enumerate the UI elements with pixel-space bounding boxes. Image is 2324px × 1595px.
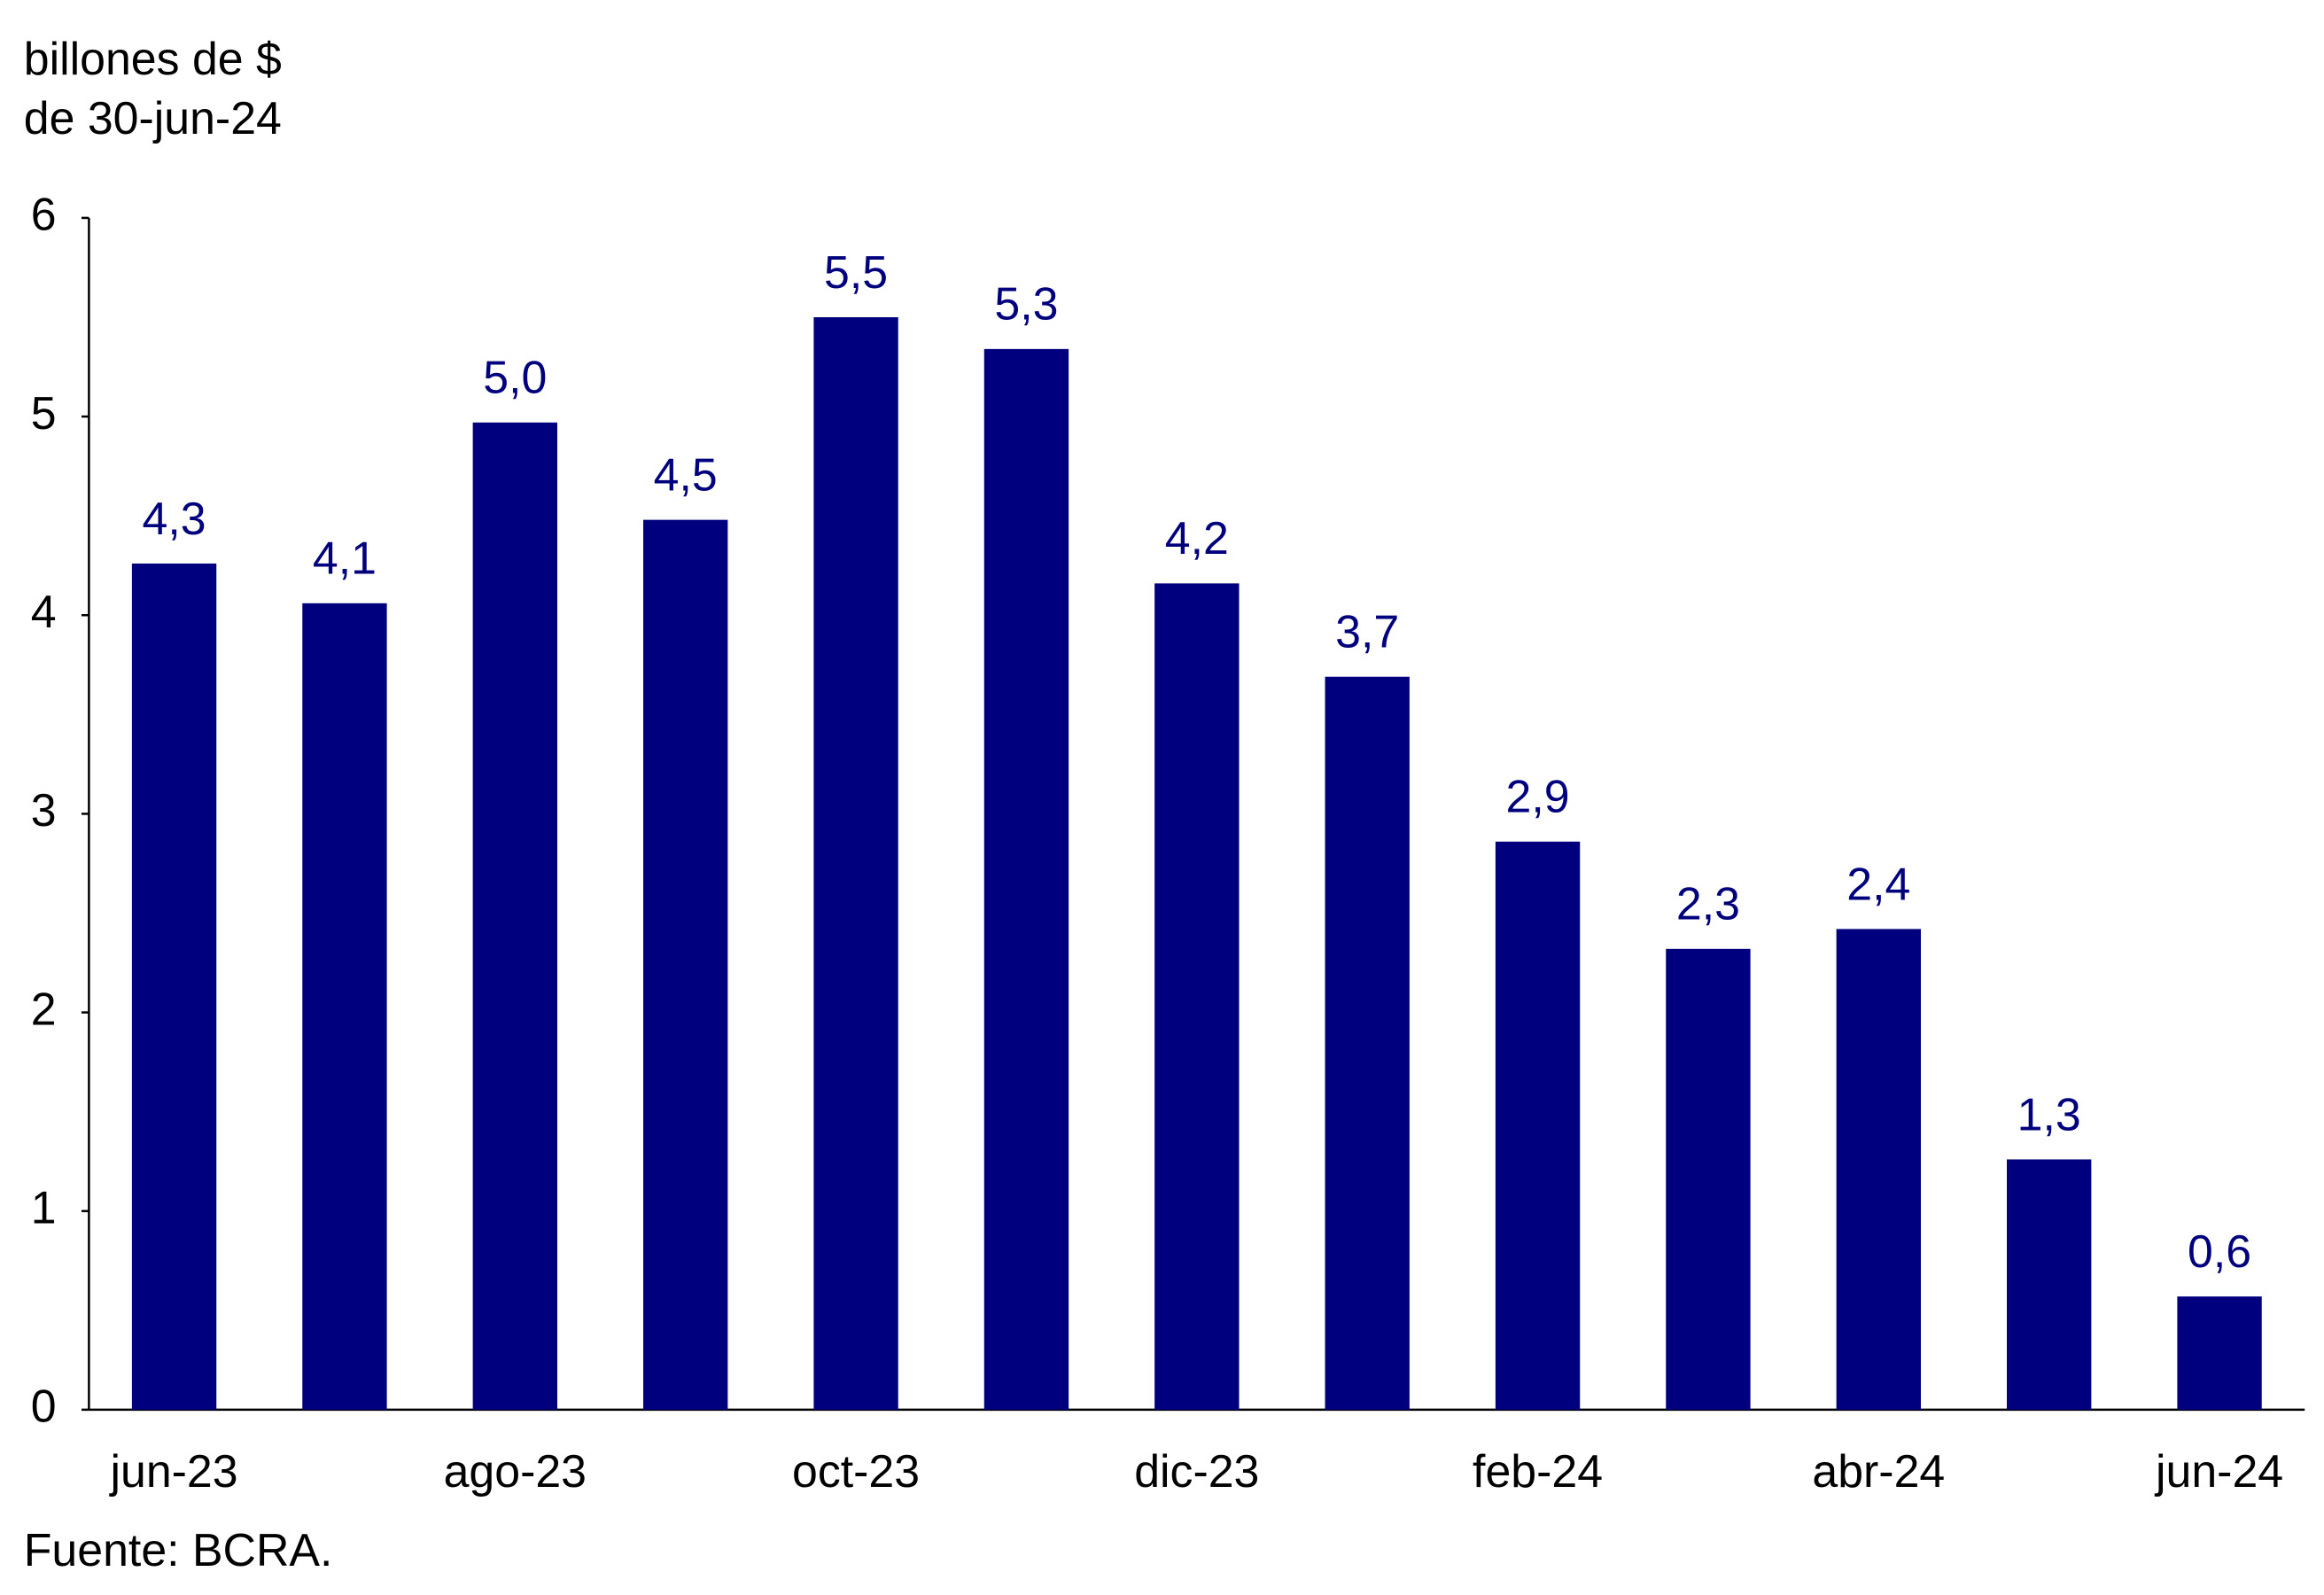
value-label: 5,3 [994, 278, 1058, 330]
bar [1666, 948, 1751, 1410]
y-tick-label: 3 [31, 784, 57, 836]
value-label: 4,2 [1165, 512, 1229, 564]
bar [1154, 583, 1240, 1410]
value-label: 2,4 [1846, 858, 1910, 909]
bar [472, 422, 557, 1410]
value-label: 5,0 [483, 352, 547, 403]
value-label: 1,3 [2017, 1088, 2081, 1140]
bar [813, 317, 898, 1410]
value-label: 4,1 [313, 533, 377, 584]
y-tick-label: 0 [31, 1381, 57, 1432]
y-tick-label: 6 [31, 189, 57, 240]
value-label: 5,5 [824, 246, 888, 298]
value-label: 4,5 [654, 449, 718, 501]
x-tick-label: ago-23 [444, 1445, 587, 1497]
y-tick-label: 2 [31, 983, 57, 1034]
bar [1325, 676, 1410, 1410]
x-tick-label: jun-23 [108, 1445, 237, 1497]
value-label: 2,9 [1506, 771, 1570, 822]
bar [2007, 1159, 2092, 1410]
y-tick-label: 5 [31, 387, 57, 439]
bar [643, 519, 728, 1410]
x-tick-label: dic-23 [1134, 1445, 1259, 1497]
y-tick-label: 1 [31, 1181, 57, 1233]
value-label: 2,3 [1676, 878, 1740, 930]
y-tick-label: 4 [31, 586, 57, 637]
x-tick-label: feb-24 [1473, 1445, 1603, 1497]
x-tick-label: oct-23 [792, 1445, 920, 1497]
value-label: 0,6 [2188, 1225, 2251, 1277]
bar [1836, 929, 1921, 1410]
bar [983, 348, 1069, 1410]
bar [131, 563, 217, 1410]
bar [2177, 1296, 2262, 1410]
value-label: 4,3 [143, 493, 206, 544]
y-axis-title: billones de $ [24, 33, 282, 84]
y-axis-title: de 30-jun-24 [24, 92, 282, 144]
x-tick-label: abr-24 [1812, 1445, 1945, 1497]
source-note: Fuente: BCRA. [24, 1524, 333, 1576]
x-tick-label: jun-24 [2154, 1445, 2283, 1497]
bar [1495, 841, 1581, 1410]
value-label: 3,7 [1335, 606, 1399, 657]
bar [302, 603, 387, 1410]
